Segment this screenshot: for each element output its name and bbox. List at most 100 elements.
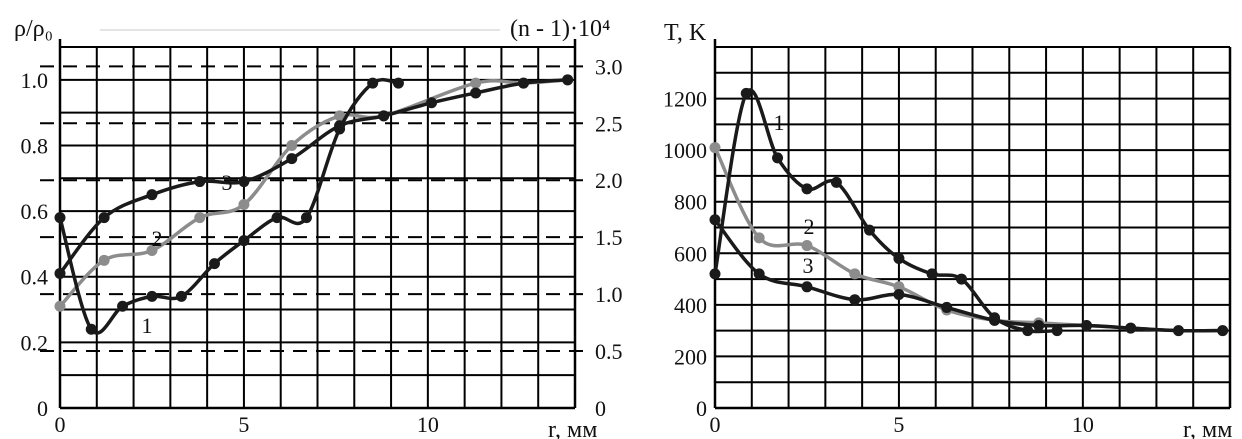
left-series-point [209,258,220,270]
left-series-point [334,110,346,122]
right-series-point [801,281,813,293]
left-x-tick-label: 5 [238,412,249,437]
right-series-point [1022,325,1034,337]
right-x-tick-label: 5 [893,412,904,437]
right-x-axis-label: r, мм [1183,417,1232,439]
right-series-point [709,214,721,226]
right-y-tick-label: 800 [674,190,707,215]
left-series-point [238,199,250,211]
left-series-point [378,110,390,122]
left-series-3 [54,74,574,279]
right-series-point [893,289,905,301]
right-series-point [941,301,953,313]
right-y-tick-label: 0 [696,396,707,421]
left-y2-tick-label: 1.5 [595,225,623,250]
left-y-tick-label: 1.0 [21,68,49,93]
left-chart: 0 0.2 0.4 0.6 0.8 1.0 0 0.5 1.0 1.5 2.0 2.5 3.0 0 5 10 1… [21,29,623,437]
left-x-axis-label: r, мм [548,417,597,439]
left-series-point [146,189,158,201]
right-series-point [1173,325,1184,337]
right-chart: 0 200 400 600 800 1000 1200 0 5 10 1 2 3 [663,39,1232,437]
right-series-point [753,232,765,244]
left-series-point [54,212,66,224]
left-series-point [562,74,574,86]
left-series-point [194,212,206,224]
right-series-point [1081,319,1093,331]
left-series-point [98,254,110,266]
left-y-tick-label: 0.6 [21,199,49,224]
left-y-tick-label: 0 [37,396,48,421]
left-series-point [271,212,283,224]
right-curve-label: 1 [774,110,785,135]
right-series-point [801,240,813,252]
left-series-point [426,97,438,109]
right-y-axis-label: T, K [664,20,707,46]
right-y-tick-label: 200 [674,344,707,369]
right-series-point [893,252,905,264]
right-series-point [801,183,813,195]
left-series-1 [54,77,404,335]
right-series-1 [709,87,1063,337]
left-series-point [98,212,110,224]
left-series-point [238,235,250,247]
left-y2-tick-label: 2.5 [595,111,623,136]
left-series-point [300,212,312,224]
right-series-point [753,268,765,280]
right-curve-label: 2 [804,214,815,239]
right-series-point [709,268,721,280]
right-series-point [1033,319,1045,331]
left-series-point [85,323,97,335]
left-x-tick-label: 10 [417,412,439,437]
right-series-point [926,268,938,280]
left-series-point [470,77,482,89]
right-series-point [709,142,721,154]
right-x-tick-label: 0 [710,412,721,437]
left-series-point [334,123,346,135]
left-series-line [58,78,568,308]
right-series-point [849,268,861,280]
right-series-3 [709,214,1229,337]
left-y2-tick-label: 1.0 [595,282,623,307]
right-y-tick-label: 600 [674,241,707,266]
right-series-point [849,294,861,306]
left-series-point [146,290,158,302]
left-series-point [238,176,250,188]
left-y2-tick-label: 3.0 [595,54,623,79]
right-y-tick-label: 1000 [663,138,707,163]
right-curve-label: 3 [803,253,814,278]
left-series-point [518,77,529,89]
left-curve-label: 2 [152,226,163,251]
left-series-point [286,139,298,151]
right-y-tick-label: 400 [674,293,707,318]
left-series-point [470,87,482,99]
left-series-point [194,176,206,188]
right-series-line [713,218,1223,333]
left-y2-tick-label: 0.5 [595,339,623,364]
right-series-point [989,312,1001,324]
left-series-point [117,300,129,312]
left-series-point [367,77,379,89]
right-series-point [772,152,784,164]
left-y2-tick-label: 2.0 [595,168,623,193]
left-series-point [54,300,66,312]
right-series-point [893,281,905,293]
right-series-point [830,176,842,188]
left-y-tick-label: 0.2 [21,330,49,355]
right-series-point [740,87,752,99]
right-series-point [1125,322,1137,334]
right-series-point [1217,325,1229,337]
left-y2-axis-label: (n - 1)·10⁴ [510,16,610,42]
left-grid [40,46,590,408]
right-grid [714,46,1231,408]
left-series-point [54,267,66,279]
left-x-tick-label: 0 [55,412,66,437]
left-series-point [175,290,187,302]
right-y-tick-label: 1200 [663,87,707,112]
right-series-point [955,273,967,285]
left-curve-label: 3 [222,170,233,195]
left-y-tick-label: 0.8 [21,133,49,158]
left-y-tick-label: 0.4 [21,265,49,290]
left-y-axis-label: ρ/ρ₀ [14,16,53,42]
right-series-point [864,224,875,236]
